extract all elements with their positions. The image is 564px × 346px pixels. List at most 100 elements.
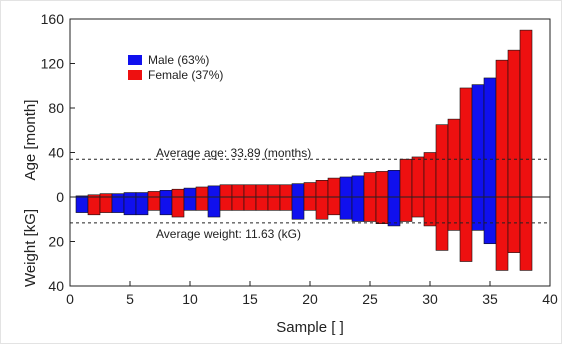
weight-bar-11	[195, 196, 209, 211]
weight-bar-38	[519, 196, 533, 271]
age-bar-38	[519, 29, 533, 198]
weight-bar-8	[159, 196, 173, 216]
weight-bar-27	[387, 196, 401, 227]
average-age-label: Average age: 33.89 (months)	[156, 146, 311, 160]
weight-bar-37	[507, 196, 521, 253]
age-tick-label-1: 120	[41, 56, 65, 72]
age-bar-11	[195, 186, 209, 198]
weight-bar-21	[315, 196, 329, 220]
weight-bar-1	[75, 196, 89, 213]
age-bar-31	[435, 124, 449, 198]
age-bar-29	[411, 156, 425, 198]
x-tick-label-0: 0	[66, 291, 74, 307]
x-tick-label-6: 30	[422, 291, 438, 307]
age-axis-label: Age [month]	[22, 100, 39, 181]
age-bar-34	[471, 84, 485, 198]
weight-bar-2	[87, 196, 101, 216]
weight-bar-24	[351, 196, 365, 222]
age-bar-33	[459, 87, 473, 198]
legend-female-label: Female (37%)	[148, 68, 223, 82]
weight-bar-34	[471, 196, 485, 231]
weight-bar-19	[291, 196, 305, 220]
weight-bar-12	[207, 196, 221, 218]
age-bar-35	[483, 77, 497, 198]
weight-bar-31	[435, 196, 449, 251]
age-bar-18	[279, 184, 293, 198]
weight-bar-3	[99, 196, 113, 213]
weight-bar-10	[183, 196, 197, 211]
age-bar-28	[399, 158, 413, 198]
weight-bar-28	[399, 196, 413, 222]
age-bar-24	[351, 175, 365, 198]
bars-layer	[75, 29, 533, 271]
x-tick-label-1: 5	[126, 291, 134, 307]
x-tick-label-3: 15	[242, 291, 258, 307]
age-tick-label-4: 0	[56, 189, 64, 205]
weight-bar-23	[339, 196, 353, 220]
age-bar-36	[495, 59, 509, 198]
age-bar-20	[303, 182, 317, 198]
average-weight-label: Average weight: 11.63 (kG)	[156, 227, 301, 241]
age-bar-9	[171, 188, 185, 198]
weight-bar-5	[123, 196, 137, 216]
weight-axis-label: Weight [kG]	[22, 209, 39, 287]
age-bar-5	[123, 192, 137, 198]
weight-bar-7	[147, 196, 161, 211]
age-bar-17	[267, 184, 281, 198]
weight-bar-13	[219, 196, 233, 211]
weight-bar-33	[459, 196, 473, 262]
x-tick-label-7: 35	[482, 291, 498, 307]
weight-bar-14	[231, 196, 245, 211]
age-bar-25	[363, 172, 377, 198]
age-bar-32	[447, 118, 461, 198]
x-tick-label-8: 40	[542, 291, 558, 307]
age-bar-37	[507, 49, 521, 198]
age-bar-16	[255, 184, 269, 198]
age-bar-8	[159, 190, 173, 198]
weight-bar-20	[303, 196, 317, 211]
weight-bar-30	[423, 196, 437, 227]
age-bar-3	[99, 193, 113, 198]
age-bar-14	[231, 184, 245, 198]
legend-male-swatch	[128, 55, 142, 65]
weight-bar-17	[267, 196, 281, 211]
x-tick-label-5: 25	[362, 291, 378, 307]
age-bar-27	[387, 170, 401, 198]
age-bar-7	[147, 191, 161, 198]
weight-bar-29	[411, 196, 425, 218]
x-tick-label-2: 10	[182, 291, 198, 307]
age-bar-26	[375, 171, 389, 198]
x-axis-label: Sample [ ]	[276, 319, 344, 336]
weight-tick-label-0: 20	[48, 234, 64, 250]
age-tick-label-0: 160	[41, 11, 65, 27]
age-bar-6	[135, 192, 149, 198]
age-bar-19	[291, 183, 305, 198]
weight-bar-26	[375, 196, 389, 225]
weight-bar-15	[243, 196, 257, 211]
weight-bar-16	[255, 196, 269, 211]
age-bar-4	[111, 193, 125, 198]
age-bar-12	[207, 185, 221, 198]
weight-bar-25	[363, 196, 377, 222]
legend-female-swatch	[128, 70, 142, 80]
weight-tick-label-1: 40	[48, 278, 64, 294]
age-bar-21	[315, 180, 329, 198]
age-bar-15	[243, 184, 257, 198]
x-tick-label-4: 20	[302, 291, 318, 307]
weight-bar-4	[111, 196, 125, 213]
weight-bar-9	[171, 196, 185, 218]
weight-bar-6	[135, 196, 149, 216]
legend-male-label: Male (63%)	[148, 53, 209, 67]
age-tick-label-2: 80	[48, 100, 64, 116]
average-lines	[70, 158, 550, 224]
weight-bar-22	[327, 196, 341, 216]
weight-bar-36	[495, 196, 509, 271]
age-tick-label-3: 40	[48, 145, 64, 161]
age-bar-22	[327, 177, 341, 198]
weight-bar-35	[483, 196, 497, 245]
weight-bar-18	[279, 196, 293, 211]
weight-bar-32	[447, 196, 461, 231]
